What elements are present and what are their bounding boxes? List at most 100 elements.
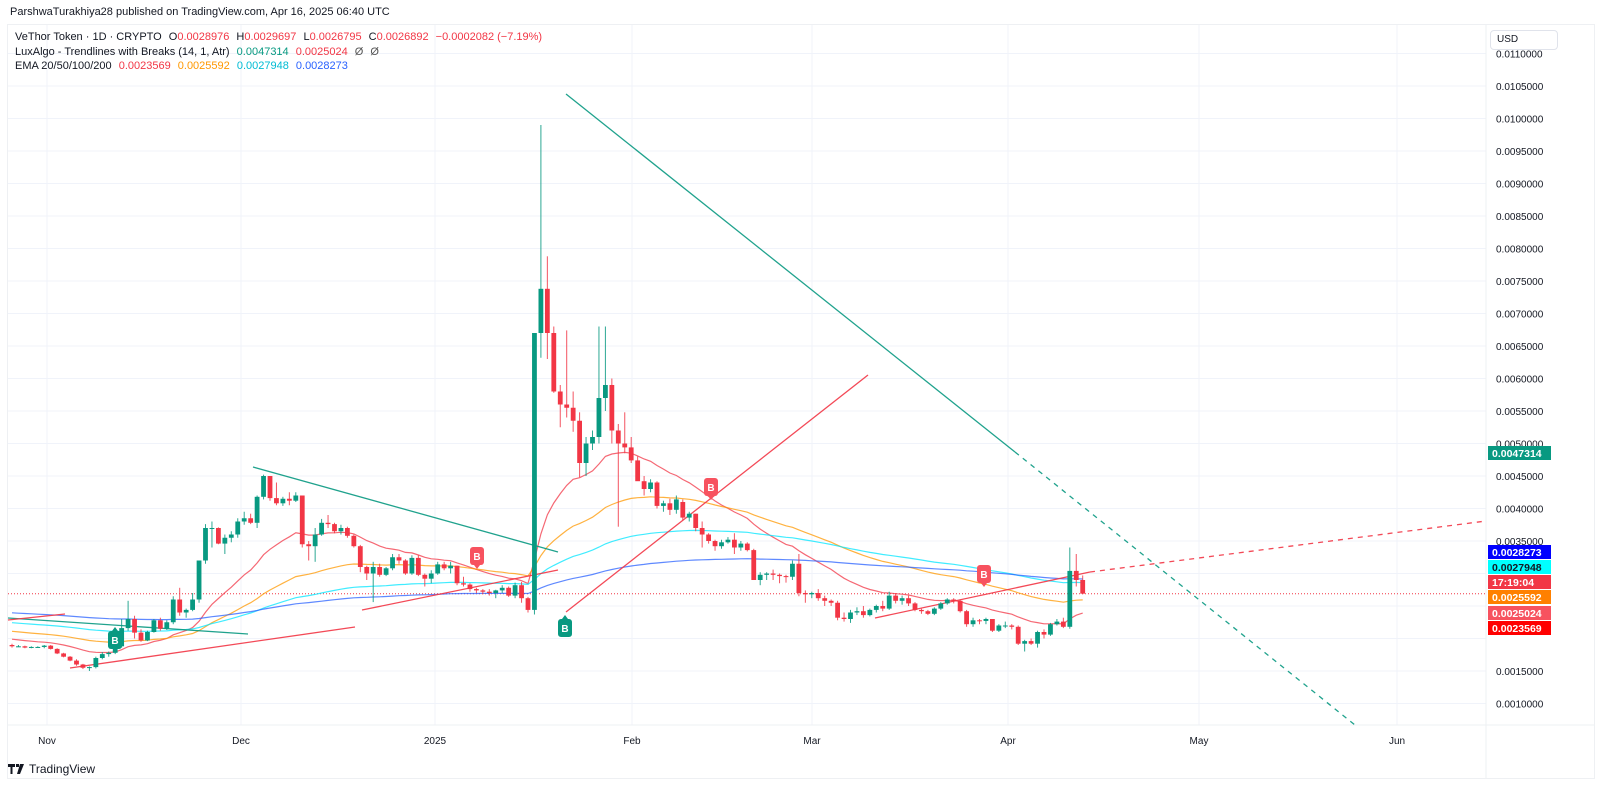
candle (216, 528, 221, 544)
tradingview-brand: TradingView (29, 762, 96, 776)
candle (319, 522, 324, 535)
price-tag: 0.0047314 (1488, 446, 1551, 460)
candle (415, 557, 421, 575)
candle (1002, 625, 1008, 627)
candle (551, 333, 557, 392)
candle (893, 595, 899, 601)
candle (422, 574, 428, 579)
candle (764, 573, 770, 575)
candle (1015, 626, 1021, 644)
candle (706, 534, 711, 541)
candle (41, 645, 47, 647)
candle (944, 599, 950, 604)
candle (880, 606, 886, 609)
candle (306, 544, 312, 547)
candle (983, 619, 989, 621)
tradingview-logo-icon (8, 764, 24, 774)
candle (428, 573, 434, 579)
candle (919, 609, 924, 612)
candle (364, 567, 370, 574)
candlesticks (9, 125, 1086, 671)
candle (35, 646, 41, 648)
candle (725, 539, 731, 543)
ema-lines (11, 451, 1083, 654)
change-value: −0.0002082 (−7.19%) (435, 31, 543, 43)
candle (835, 602, 840, 618)
candle (577, 420, 582, 463)
candle (603, 385, 608, 398)
time-axis: Nov Dec 2025 Feb Mar Apr May Jun (38, 736, 1405, 747)
candle (732, 539, 737, 548)
candle (990, 619, 995, 631)
candle (590, 437, 595, 444)
candle (151, 620, 157, 632)
candle (673, 499, 679, 510)
time-axis-label: Jun (1389, 736, 1405, 747)
candle (325, 522, 331, 525)
svg-text:0.0025024: 0.0025024 (1492, 608, 1542, 620)
candle (977, 620, 982, 622)
candle (951, 599, 957, 601)
candle (396, 557, 402, 561)
candle (802, 593, 808, 595)
candle (544, 288, 550, 333)
currency-button[interactable]: USD (1490, 30, 1558, 50)
candle (28, 646, 34, 648)
candle (106, 652, 112, 655)
candle (312, 534, 318, 547)
time-axis-label: 2025 (424, 736, 447, 747)
candle (467, 584, 473, 590)
high-value: 0.0029697 (244, 31, 297, 43)
price-tag: 0.0025024 (1488, 606, 1551, 620)
price-axis-label: 0.0060000 (1496, 375, 1544, 386)
candle (499, 587, 505, 591)
indicator-name[interactable]: LuxAlgo - Trendlines with Breaks (14, 1,… (15, 45, 230, 58)
candle (809, 593, 815, 595)
candle (1080, 580, 1086, 594)
symbol-title[interactable]: VeThor Token · 1D · CRYPTO (15, 31, 162, 43)
candle (957, 600, 963, 612)
candle (293, 495, 299, 501)
candle (145, 632, 150, 641)
price-tag: 0.0025592 (1488, 590, 1551, 604)
break-label-down: B (470, 547, 484, 569)
candle (286, 498, 292, 501)
support-trendline (361, 569, 559, 611)
price-axis-label: 0.0055000 (1496, 407, 1544, 418)
candle (557, 391, 563, 405)
candle (822, 598, 828, 601)
price-tag: 0.0027948 (1488, 560, 1551, 574)
price-axis-label: 0.0045000 (1496, 472, 1544, 483)
support-trendline (874, 571, 1091, 619)
candle (332, 524, 337, 532)
candle (790, 563, 795, 577)
candle (867, 609, 873, 616)
svg-text:B: B (473, 552, 480, 563)
price-tag: 0.0023569 (1488, 621, 1551, 635)
candle (280, 498, 286, 504)
chart-frame (7, 24, 1595, 779)
candle (338, 528, 344, 532)
price-axis-label: 0.0050000 (1496, 440, 1544, 451)
candle (435, 564, 441, 574)
candle (609, 385, 615, 431)
candle (873, 606, 879, 610)
candle (112, 646, 118, 653)
candle (699, 528, 705, 535)
indicator-name[interactable]: EMA 20/50/100/200 (15, 60, 112, 72)
candle (641, 481, 647, 489)
tradingview-logo[interactable]: TradingView (8, 762, 95, 776)
candle (1041, 632, 1047, 635)
price-axis-label: 0.0090000 (1496, 180, 1544, 191)
close-value: 0.0026892 (376, 31, 429, 43)
svg-text:B: B (111, 636, 118, 647)
svg-text:0.0025592: 0.0025592 (1492, 592, 1542, 604)
candle (635, 460, 641, 482)
svg-text:B: B (707, 483, 714, 494)
price-axis-label: 0.0105000 (1496, 82, 1544, 93)
svg-text:B: B (561, 624, 568, 635)
candle (228, 534, 234, 538)
candle (1073, 570, 1079, 580)
break-label-down: B (977, 565, 991, 587)
